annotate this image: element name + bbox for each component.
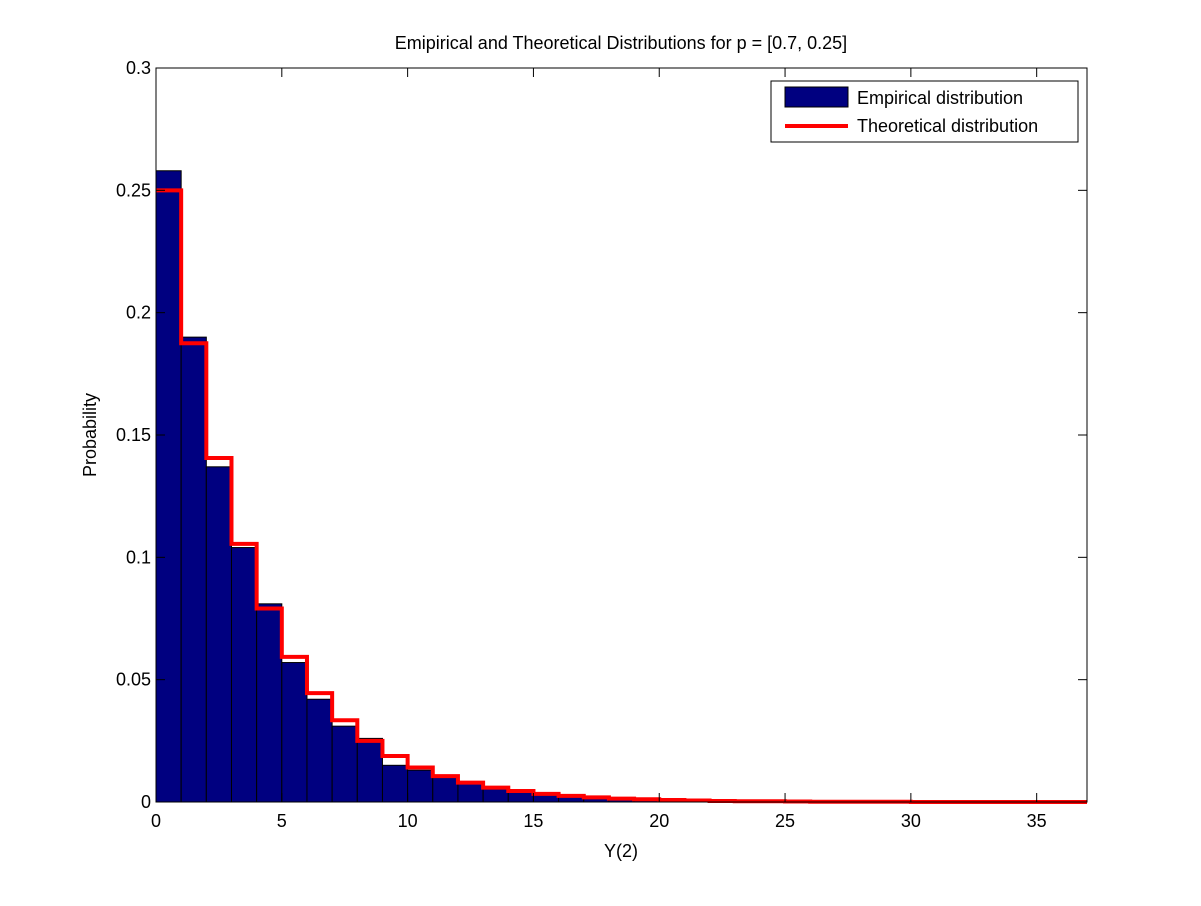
y-axis-label: Probability	[80, 393, 100, 477]
x-tick-label: 5	[277, 811, 287, 831]
bar	[433, 778, 458, 802]
y-tick-label: 0.2	[126, 303, 151, 323]
x-tick-label: 10	[398, 811, 418, 831]
y-tick-label: 0.25	[116, 180, 151, 200]
legend-label-theoretical: Theoretical distribution	[857, 116, 1038, 136]
bar	[332, 726, 357, 802]
y-tick-label: 0.1	[126, 547, 151, 567]
y-tick-label: 0.3	[126, 58, 151, 78]
chart-title: Emipirical and Theoretical Distributions…	[395, 33, 847, 53]
y-tick-label: 0.15	[116, 425, 151, 445]
x-tick-label: 30	[901, 811, 921, 831]
y-tick-label: 0	[141, 792, 151, 812]
legend-swatch-empirical	[785, 87, 848, 107]
x-tick-label: 15	[523, 811, 543, 831]
bar	[458, 782, 483, 802]
bar	[257, 604, 282, 802]
x-tick-label: 35	[1027, 811, 1047, 831]
bar	[508, 792, 533, 802]
bar	[307, 699, 332, 802]
plot-area: 0 5 10 15 20 25 30 35 0 0.05 0.1 0.15 0.2 0.25 0.3	[116, 58, 1087, 831]
bar	[357, 738, 382, 802]
y-tick-label: 0.05	[116, 670, 151, 690]
legend: Empirical distribution Theoretical distr…	[771, 81, 1078, 142]
bar	[408, 770, 433, 802]
bar	[231, 548, 256, 802]
x-tick-label: 0	[151, 811, 161, 831]
legend-label-empirical: Empirical distribution	[857, 88, 1023, 108]
bar	[156, 171, 181, 802]
x-tick-label: 25	[775, 811, 795, 831]
bar	[382, 765, 407, 802]
x-tick-label: 20	[649, 811, 669, 831]
x-axis-label: Y(2)	[604, 841, 638, 861]
bar	[181, 337, 206, 802]
bar	[206, 467, 231, 802]
bar	[282, 663, 307, 802]
